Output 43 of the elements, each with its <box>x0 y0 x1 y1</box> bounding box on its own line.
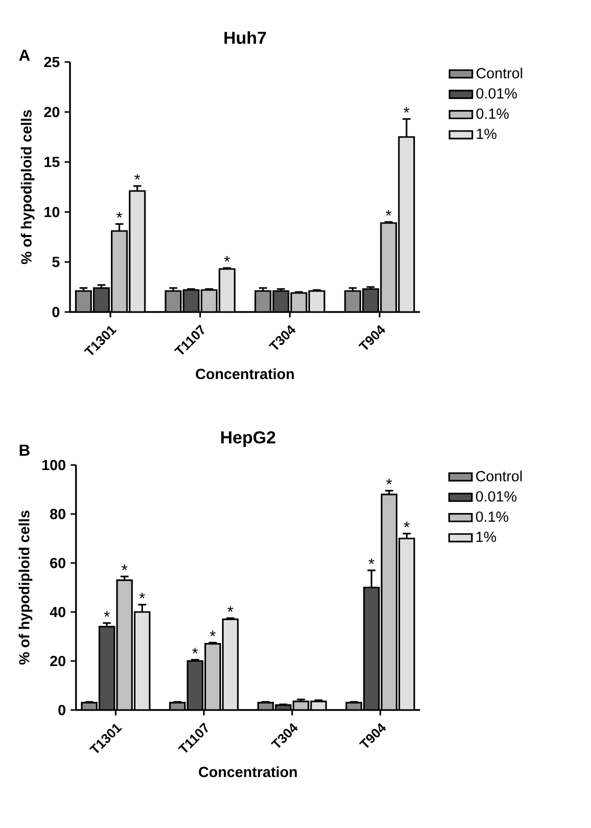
chart-title: Huh7 <box>224 31 266 44</box>
x-axis-title: Concentration <box>196 368 294 380</box>
text: B <box>20 444 30 456</box>
legend-label: Control <box>476 470 522 482</box>
y-tick-label: 80 <box>50 508 66 520</box>
data-label: * <box>116 212 122 218</box>
legend-label: 0.1% <box>476 511 508 522</box>
legend-label: Control <box>476 68 522 78</box>
legend-label: 0.1% <box>476 108 509 119</box>
data-label: * <box>224 256 230 262</box>
bar <box>398 136 415 312</box>
x-axis-title: Concentration <box>198 766 297 778</box>
legend-label: 0.01% <box>476 88 517 99</box>
text: A <box>19 50 30 61</box>
data-label: * <box>139 592 146 598</box>
data-label: * <box>122 564 128 570</box>
legend-label: 1% <box>476 128 496 139</box>
data-label: * <box>404 522 410 528</box>
y-tick-label: 0 <box>52 306 60 318</box>
data-label: * <box>210 630 216 636</box>
y-tick-label: 40 <box>50 606 66 618</box>
y-axis-title: % of hypodiploid cells <box>20 110 34 264</box>
data-label: * <box>192 648 198 654</box>
y-tick-label: 15 <box>44 156 60 168</box>
data-label: * <box>134 174 140 180</box>
data-label: * <box>386 210 392 216</box>
y-tick-label: 60 <box>50 558 66 568</box>
legend-label: 1% <box>476 532 496 542</box>
legend-label: 0.01% <box>476 491 516 502</box>
y-tick-label: 25 <box>44 56 60 68</box>
data-label: * <box>227 606 234 612</box>
data-label: * <box>386 478 392 484</box>
data-label: * <box>404 107 410 113</box>
y-tick-label: 0 <box>58 704 66 716</box>
y-tick-label: 20 <box>50 656 66 666</box>
data-label: * <box>104 611 110 617</box>
y-tick-label: 20 <box>44 106 60 118</box>
data-label: * <box>368 558 374 564</box>
y-axis-title: % of hypodiploid cells <box>18 510 32 665</box>
y-tick-label: 5 <box>52 256 60 268</box>
y-tick-label: 100 <box>42 460 66 470</box>
y-tick-label: 10 <box>44 206 60 218</box>
chart-title: HepG2 <box>221 431 276 447</box>
